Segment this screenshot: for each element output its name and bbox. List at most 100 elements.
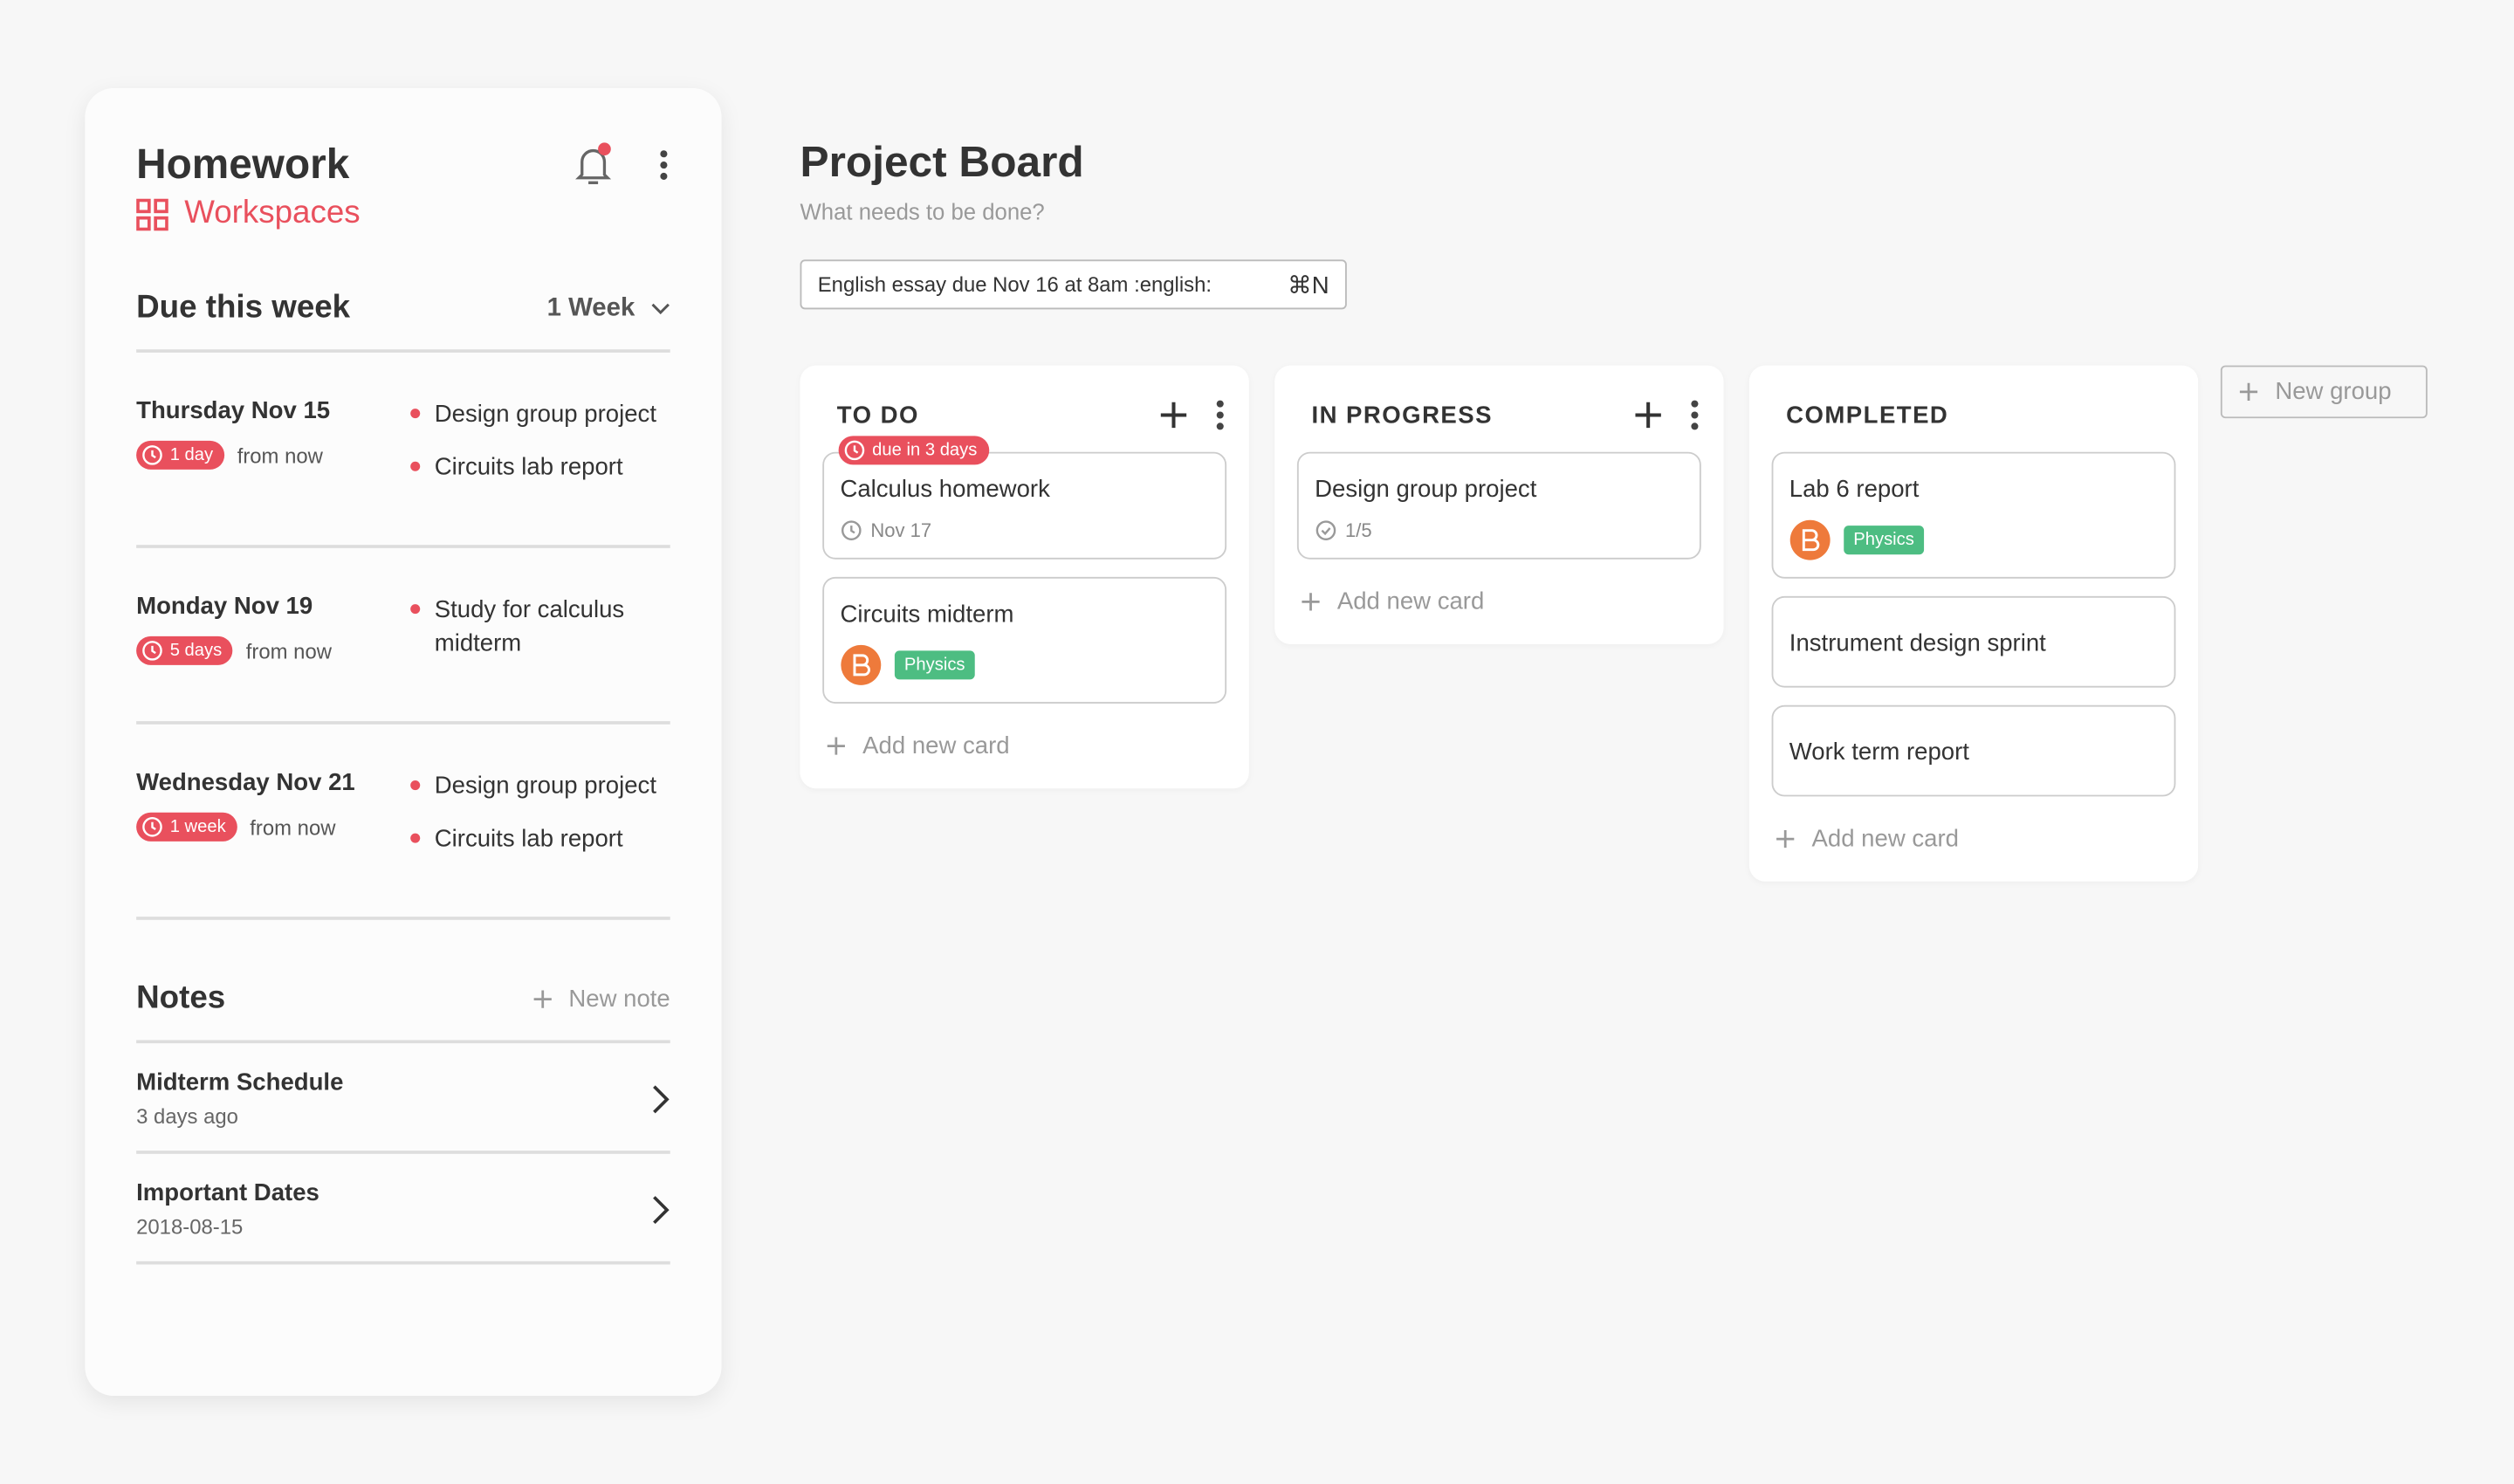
quick-add-input[interactable]: English essay due Nov 16 at 8am :english… (800, 259, 1347, 310)
clock-icon (141, 815, 164, 838)
due-badge: due in 3 days (838, 436, 991, 465)
plus-icon[interactable] (1159, 401, 1188, 429)
plus-icon[interactable] (826, 736, 847, 757)
clock-icon-part (151, 821, 156, 831)
badge-text: 1 week (169, 817, 226, 837)
clock-icon-part (142, 817, 162, 837)
clock-icon (840, 519, 862, 542)
card-title: Design group project (1315, 476, 1537, 504)
clock-icon-part (142, 641, 162, 661)
card[interactable]: due in 3 days Calculus homework Nov 17 (822, 436, 1227, 560)
more-icon-part (660, 171, 668, 180)
chevron-right (651, 1082, 670, 1115)
note-meta: 3 days ago (136, 1103, 238, 1129)
clock-icon-part (841, 520, 862, 540)
card[interactable]: Work term report (1771, 704, 2176, 797)
day-date: Wednesday Nov 21 (136, 769, 355, 797)
plus-icon[interactable] (1301, 591, 1322, 612)
day-date: Monday Nov 19 (136, 593, 313, 621)
due-day: Thursday Nov 15 1 day from now Design group… (136, 353, 670, 548)
grid-icon-part (154, 215, 168, 230)
clock-icon (141, 444, 164, 467)
avatar-part (1802, 529, 1820, 552)
check-icon-part (1321, 527, 1331, 536)
due-day: Wednesday Nov 21 1 week from now Design gro… (136, 725, 670, 920)
plus-icon[interactable] (1775, 828, 1796, 849)
new-group[interactable]: New group (2220, 365, 2428, 419)
note-text: Midterm Schedule 3 days ago (136, 1069, 343, 1129)
new-note[interactable]: New note (532, 986, 670, 1013)
avatar-part (853, 654, 870, 677)
add-card[interactable]: Add new card (1297, 588, 1701, 615)
card[interactable]: Circuits midterm Physics (822, 576, 1227, 704)
day-date: Thursday Nov 15 (136, 397, 331, 425)
more-icon-part (1216, 400, 1224, 430)
more-icon-part (1691, 400, 1699, 430)
plus-icon-part (1635, 402, 1661, 429)
meta-text: 1/5 (1345, 519, 1372, 542)
column: TO DO due in 3 days Calculus homework Nov 1… (800, 365, 1249, 789)
column-title: IN PROGRESS (1311, 401, 1493, 429)
note-item[interactable]: Important Dates 2018-08-15 (136, 1154, 670, 1265)
range-label: 1 Week (546, 293, 635, 322)
day-left: Thursday Nov 15 1 day from now (136, 397, 409, 503)
plus-icon[interactable] (2238, 381, 2259, 402)
column: COMPLETED Lab 6 report Physics Instrument d… (1748, 365, 2199, 882)
note-item[interactable]: Midterm Schedule 3 days ago (136, 1043, 670, 1154)
chevron-right-part (653, 1084, 670, 1113)
more-icon-part (1691, 411, 1699, 419)
due-text: due in 3 days (872, 440, 978, 460)
board-title: Project Board (800, 137, 1084, 186)
day-suffix: from now (245, 638, 333, 663)
due-item: Design group project (409, 397, 665, 431)
meta-text: Nov 17 (870, 519, 932, 542)
more-icon[interactable] (1213, 397, 1226, 432)
grid-icon (136, 197, 168, 230)
workspaces-link[interactable]: Workspaces (136, 196, 670, 232)
more-icon-part (660, 161, 668, 168)
card-meta: Nov 17 (840, 519, 1208, 542)
add-card-label: Add new card (862, 732, 1010, 760)
clock-icon-part (841, 520, 862, 540)
new-group-label: New group (2275, 378, 2392, 406)
note-meta: 2018-08-15 (136, 1214, 244, 1240)
more-icon[interactable] (657, 147, 670, 182)
note-title: Midterm Schedule (136, 1068, 344, 1096)
avatar (840, 644, 882, 686)
check-icon (1315, 519, 1337, 542)
sidebar: Homework Workspaces Due this week 1 Week Thu… (85, 87, 722, 1397)
day-left: Wednesday Nov 21 1 week from now (136, 769, 409, 875)
plus-icon-part (827, 737, 845, 755)
plus-icon-part (827, 737, 845, 755)
day-items: Design group project Circuits lab report (409, 769, 665, 875)
plus-icon[interactable] (1634, 401, 1663, 429)
bell-icon[interactable] (571, 141, 615, 189)
add-card[interactable]: Add new card (822, 732, 1226, 759)
clock-icon-part (850, 526, 855, 534)
plus-icon[interactable] (532, 989, 553, 1010)
clock-icon-part (853, 445, 859, 454)
card[interactable]: Instrument design sprint (1771, 595, 2176, 688)
plus-icon-part (1160, 402, 1187, 429)
more-icon[interactable] (1688, 397, 1701, 432)
day-badge: 1 day (136, 440, 224, 470)
card[interactable]: Design group project 1/5 (1296, 451, 1701, 560)
new-note-label: New note (568, 986, 670, 1013)
chevron-down (651, 302, 670, 315)
more-icon-part (1216, 400, 1224, 408)
card-title: Circuits midterm (840, 601, 1014, 629)
plus-icon-part (2239, 382, 2258, 401)
more-icon-part (1216, 423, 1224, 430)
card-title: Lab 6 report (1789, 476, 1920, 504)
column-title: TO DO (836, 401, 919, 429)
due-item: Circuits lab report (409, 450, 665, 484)
add-card[interactable]: Add new card (1772, 825, 2176, 853)
card[interactable]: Lab 6 report Physics (1771, 451, 2176, 579)
clock-icon-part (142, 445, 162, 465)
shortcut: ⌘N (1288, 271, 1329, 299)
day-badge: 5 days (136, 636, 234, 665)
range-select[interactable]: 1 Week (547, 294, 670, 323)
chevron-right-part (653, 1195, 670, 1224)
